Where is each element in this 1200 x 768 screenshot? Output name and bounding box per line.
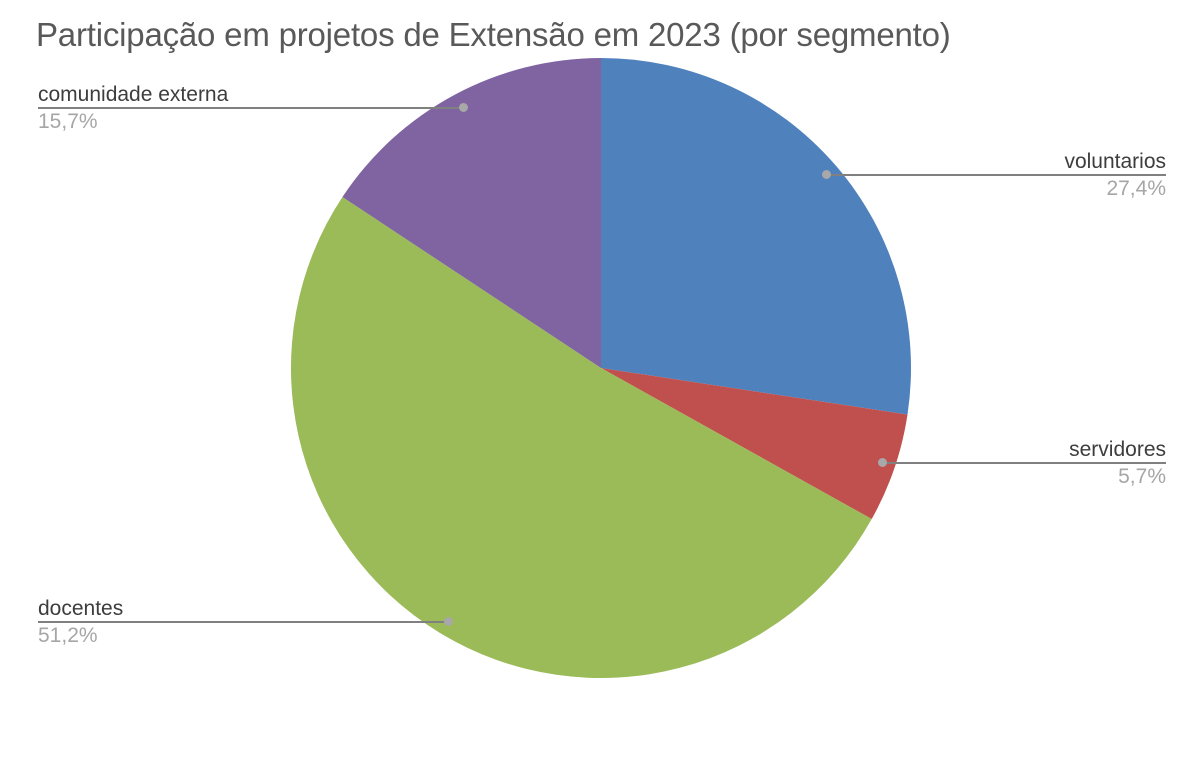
data-label-docentes[interactable]: docentes 51,2% [38,596,123,650]
pie-slice-comunidade-externa[interactable] [342,58,601,368]
data-label-category-comunidade-externa: comunidade externa [38,83,229,106]
data-label-category-servidores: servidores [1069,438,1166,461]
data-label-category-docentes: docentes [38,597,124,620]
data-label-category-voluntarios: voluntarios [1064,150,1166,173]
data-label-percent-comunidade-externa: 15,7% [38,110,98,133]
pie-slice-servidores[interactable] [601,368,908,520]
pie-slice-docentes[interactable] [290,196,872,679]
data-label-percent-voluntarios: 27,4% [1106,177,1166,200]
pie-slices [290,58,911,679]
data-label-percent-docentes: 51,2% [38,624,98,647]
leader-anchor-dot-docentes [444,617,453,626]
data-label-servidores[interactable]: servidores 5,7% [1069,437,1166,491]
data-label-comunidade-externa[interactable]: comunidade externa 15,7% [38,82,228,136]
pie-slice-voluntarios[interactable] [601,58,911,415]
data-label-voluntarios[interactable]: voluntarios 27,4% [1064,149,1166,203]
leader-line-voluntarios [828,174,1166,176]
leader-line-comunidade-externa [38,107,464,109]
leader-anchor-dot-voluntarios [822,170,831,179]
leader-anchor-dot-servidores [878,458,887,467]
data-label-percent-servidores: 5,7% [1118,465,1166,488]
chart-title: Participação em projetos de Extensão em … [36,16,951,53]
leader-line-docentes [38,621,450,623]
leader-anchor-dot-comunidade-externa [459,103,468,112]
leader-line-servidores [884,462,1166,464]
